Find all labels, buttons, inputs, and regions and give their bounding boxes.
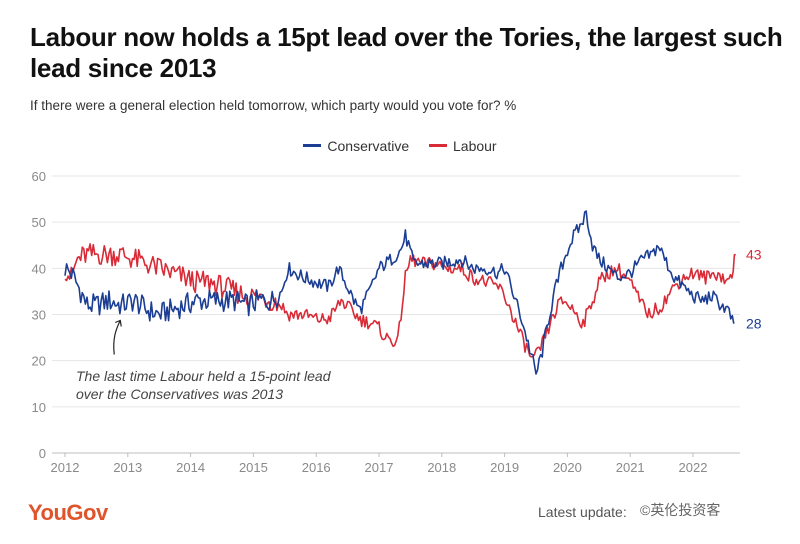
x-tick-label: 2017	[365, 460, 394, 475]
legend-item-labour: Labour	[429, 138, 497, 154]
annotation-text-line: over the Conservatives was 2013	[76, 386, 283, 402]
end-label-labour: 43	[746, 246, 762, 262]
legend-swatch-conservative	[303, 144, 322, 147]
x-tick-label: 2016	[302, 460, 331, 475]
end-labels: 28 43	[746, 246, 762, 331]
series-line-labour	[64, 243, 736, 358]
y-tick-label: 30	[32, 308, 46, 323]
chart-legend: Conservative Labour	[0, 134, 800, 154]
end-label-conservative: 28	[746, 316, 762, 332]
y-tick-label: 20	[32, 354, 46, 369]
annotation-arrow-line	[113, 320, 121, 355]
series-lines	[64, 210, 736, 375]
legend-item-conservative: Conservative	[303, 138, 409, 154]
annotation-arrow-head	[115, 319, 122, 327]
legend-label-labour: Labour	[453, 137, 497, 154]
x-tick-label: 2019	[490, 460, 519, 475]
annotation-text-line: The last time Labour held a 15-point lea…	[76, 368, 332, 384]
annotation: The last time Labour held a 15-point lea…	[76, 319, 332, 402]
x-tick-label: 2021	[616, 460, 645, 475]
x-tick-label: 2015	[239, 460, 268, 475]
watermark: ©英伦投资客	[640, 502, 721, 518]
yougov-logo: YouGov	[28, 500, 108, 525]
series-line-conservative	[64, 210, 735, 375]
x-tick-label: 2012	[51, 460, 80, 475]
latest-update-text: Latest update:	[538, 504, 627, 520]
x-tick-label: 2020	[553, 460, 582, 475]
y-tick-label: 0	[39, 446, 46, 461]
x-tick-label: 2013	[113, 460, 142, 475]
y-tick-label: 60	[32, 169, 46, 184]
x-tick-label: 2014	[176, 460, 205, 475]
legend-label-conservative: Conservative	[327, 137, 410, 154]
x-axis-ticks: 2012 2013 2014 2015 2016 2017 2018 2019 2020 2021…	[51, 453, 708, 475]
y-tick-label: 10	[32, 400, 46, 415]
legend-swatch-labour	[429, 144, 447, 147]
y-axis-ticks: 0 10 20 30 40 50 60	[32, 169, 46, 461]
y-tick-label: 50	[32, 215, 46, 230]
chart-subtitle: If there were a general election held to…	[30, 98, 517, 113]
y-tick-label: 40	[32, 261, 46, 276]
x-tick-label: 2018	[427, 460, 456, 475]
chart-title: Labour now holds a 15pt lead over the To…	[30, 22, 783, 83]
x-tick-label: 2022	[679, 460, 708, 475]
